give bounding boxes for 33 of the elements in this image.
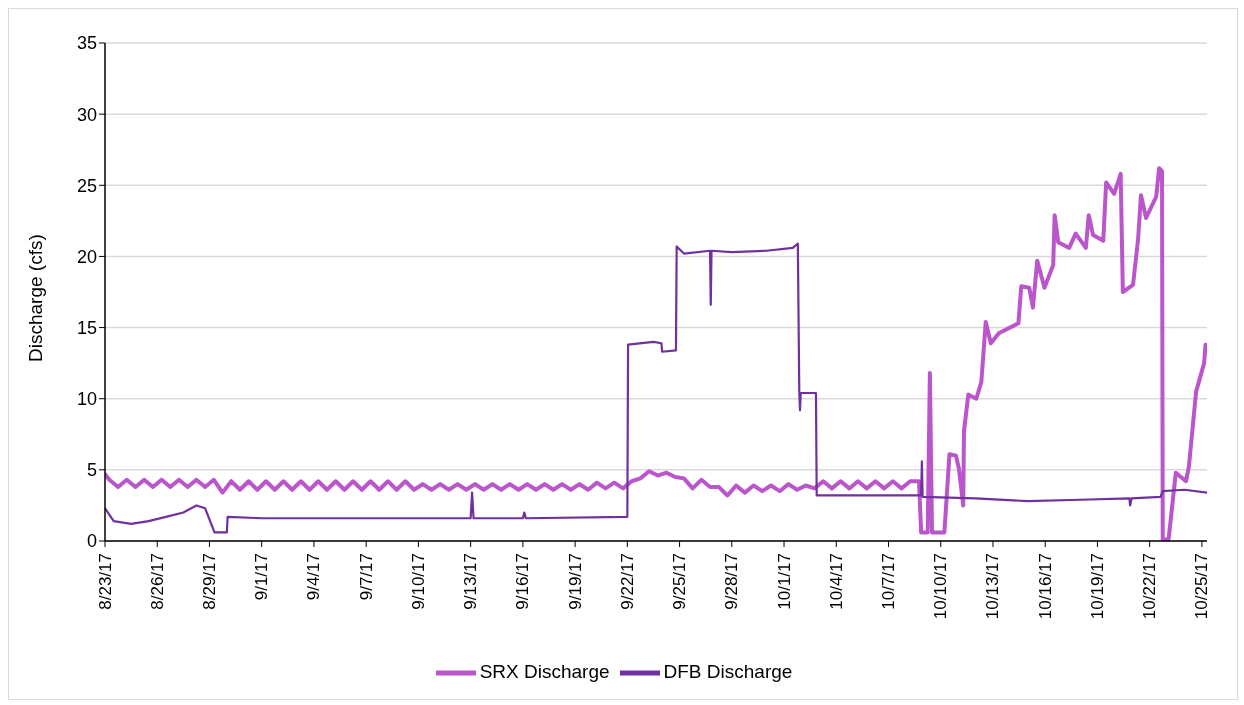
y-tick-label: 5: [86, 460, 97, 481]
y-tick-label: 25: [76, 175, 97, 196]
x-tick-label: 8/26/17: [147, 553, 167, 610]
x-tick-label: 9/13/17: [461, 553, 481, 610]
x-tick-label: 10/4/17: [826, 553, 846, 610]
x-tick-label: 9/28/17: [722, 553, 742, 610]
x-tick-label: 9/1/17: [252, 553, 272, 601]
x-tick-label: 8/23/17: [95, 553, 115, 610]
x-tick-label: 10/10/17: [931, 553, 951, 620]
y-tick-label: 10: [76, 389, 97, 410]
x-tick-label: 10/7/17: [879, 553, 899, 610]
legend-label: DFB Discharge: [663, 661, 793, 683]
x-tick-label: 8/29/17: [199, 553, 219, 610]
x-tick-label: 10/1/17: [774, 553, 794, 610]
y-tick-label: 30: [76, 104, 97, 125]
y-tick-label: 0: [86, 531, 97, 552]
x-tick-label: 10/13/17: [983, 553, 1003, 620]
x-tick-label: 9/22/17: [617, 553, 637, 610]
x-tick-label: 9/10/17: [408, 553, 428, 610]
x-tick-label: 9/4/17: [304, 553, 324, 601]
x-tick-label: 9/7/17: [356, 553, 376, 601]
x-tick-label: 10/22/17: [1140, 553, 1160, 620]
y-tick-label: 20: [76, 246, 97, 267]
legend-label: SRX Discharge: [479, 661, 610, 683]
x-tick-label: 10/16/17: [1035, 553, 1055, 620]
x-tick-label: 9/25/17: [670, 553, 690, 610]
x-tick-label: 9/16/17: [513, 553, 533, 610]
x-tick-label: 9/19/17: [565, 553, 585, 610]
y-tick-label: 15: [76, 317, 97, 338]
y-axis-title: Discharge (cfs): [24, 234, 46, 362]
x-tick-label: 10/25/17: [1192, 553, 1212, 620]
x-tick-label: 10/19/17: [1087, 553, 1107, 620]
y-tick-label: 35: [76, 33, 97, 54]
